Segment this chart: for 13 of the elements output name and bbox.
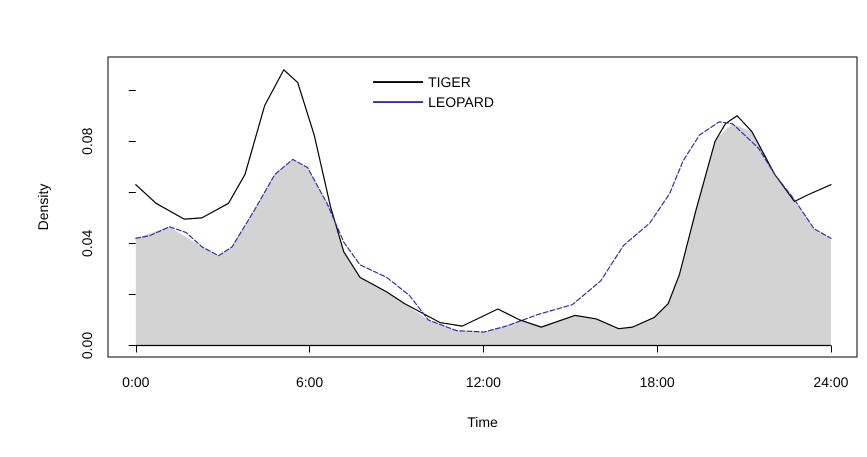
y-tick-label: 0.04	[79, 230, 95, 258]
x-axis-title: Time	[467, 414, 498, 430]
legend-label: TIGER	[428, 74, 471, 90]
y-tick-label: 0.00	[79, 332, 95, 360]
y-axis-title: Density	[35, 184, 51, 230]
x-tick-label: 24:00	[813, 374, 849, 390]
x-tick-label: 12:00	[466, 374, 502, 390]
y-tick-label: 0.08	[79, 127, 95, 155]
x-tick-label: 18:00	[640, 374, 675, 390]
line-series	[135, 69, 832, 330]
x-tick-label: 0:00	[122, 374, 150, 390]
legend-label: LEOPARD	[428, 94, 494, 110]
x-tick-label: 6:00	[296, 374, 324, 390]
